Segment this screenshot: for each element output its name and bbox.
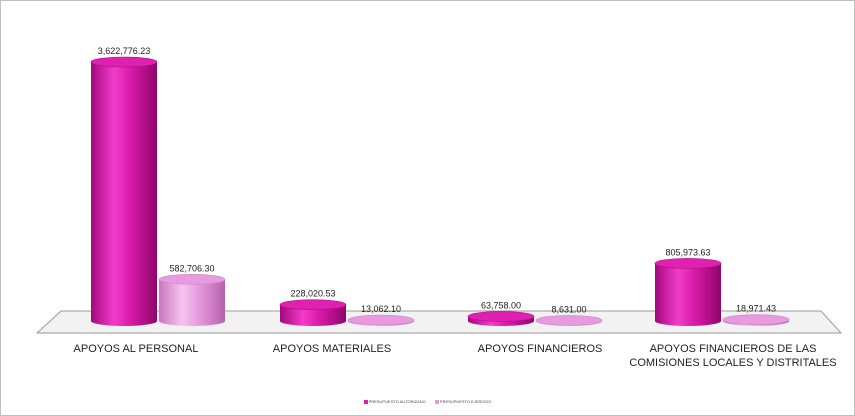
data-label-presupuesto-autorizado-1: 3,622,776.23 bbox=[98, 46, 151, 56]
bar-presupuesto-autorizado-3-cap bbox=[467, 311, 535, 322]
data-label-presupuesto-autorizado-3: 63,758.00 bbox=[481, 300, 521, 310]
bar-presupuesto-ejercido-2-cap bbox=[347, 314, 415, 326]
legend-label-ejercido: PRESUPUESTO EJERCIDO bbox=[439, 399, 492, 404]
bar-presupuesto-autorizado-2-cap bbox=[279, 299, 347, 310]
bar-presupuesto-autorizado-1 bbox=[91, 62, 157, 326]
legend-swatch-ejercido bbox=[434, 399, 439, 404]
bar-presupuesto-ejercido-1-cap bbox=[158, 274, 226, 285]
category-label-4: APOYOS FINANCIEROS DE LAS COMISIONES LOC… bbox=[629, 343, 837, 369]
legend: PRESUPUESTO AUTORIZADO PRESUPUESTO EJERC… bbox=[1, 399, 854, 404]
bar-presupuesto-autorizado-4 bbox=[655, 263, 721, 326]
legend-item-ejercido: PRESUPUESTO EJERCIDO bbox=[434, 399, 492, 404]
chart-floor bbox=[35, 310, 843, 334]
data-label-presupuesto-autorizado-2: 228,020.53 bbox=[290, 289, 335, 299]
bar-presupuesto-autorizado-2 bbox=[280, 304, 346, 326]
data-label-presupuesto-ejercido-2: 13,062.10 bbox=[361, 304, 401, 314]
bar-presupuesto-ejercido-3-cap bbox=[535, 315, 603, 326]
legend-item-autorizado: PRESUPUESTO AUTORIZADO bbox=[363, 399, 426, 404]
bar-presupuesto-autorizado-1-cap bbox=[90, 56, 158, 68]
data-label-presupuesto-autorizado-4: 805,973.63 bbox=[665, 247, 710, 257]
bar-presupuesto-autorizado-4-cap bbox=[654, 258, 722, 269]
category-label-3: APOYOS FINANCIEROS bbox=[477, 343, 603, 355]
legend-swatch-autorizado bbox=[363, 399, 368, 404]
legend-label-autorizado: PRESUPUESTO AUTORIZADO bbox=[368, 399, 426, 404]
category-label-1: APOYOS AL PERSONAL bbox=[73, 343, 199, 355]
data-label-presupuesto-ejercido-4: 18,971.43 bbox=[736, 304, 776, 314]
data-label-presupuesto-ejercido-1: 582,706.30 bbox=[169, 263, 214, 273]
data-label-presupuesto-ejercido-3: 8,631.00 bbox=[551, 304, 586, 314]
bar-presupuesto-ejercido-4-cap bbox=[722, 314, 790, 325]
bar-presupuesto-ejercido-1 bbox=[159, 279, 225, 326]
category-label-2: APOYOS MATERIALES bbox=[272, 343, 392, 355]
